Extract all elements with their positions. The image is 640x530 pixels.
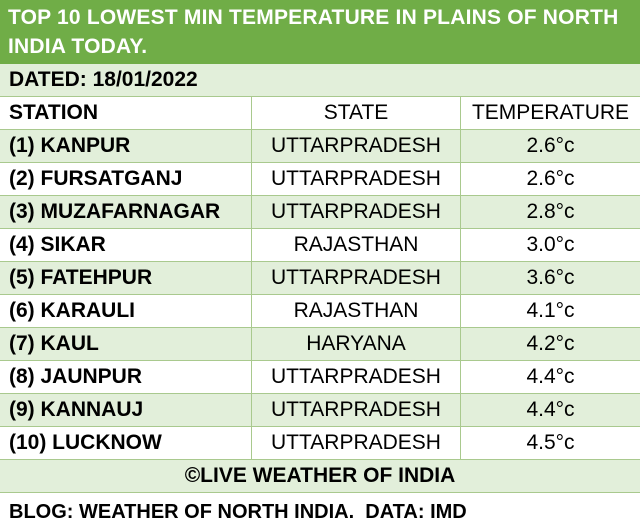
credit-label: ©LIVE WEATHER OF INDIA bbox=[184, 464, 456, 487]
station-cell: (5) FATEHPUR bbox=[0, 262, 252, 294]
table-row: (6) KARAULI RAJASTHAN 4.1°c bbox=[0, 295, 640, 328]
table-row: (7) KAUL HARYANA 4.2°c bbox=[0, 328, 640, 361]
state-cell: HARYANA bbox=[252, 328, 461, 360]
station-cell: (2) FURSATGANJ bbox=[0, 163, 252, 195]
station-cell: (8) JAUNPUR bbox=[0, 361, 252, 393]
station-cell: (1) KANPUR bbox=[0, 130, 252, 162]
table-row: (8) JAUNPUR UTTARPRADESH 4.4°c bbox=[0, 361, 640, 394]
temperature-cell: 3.0°c bbox=[526, 233, 575, 256]
temperature-cell: 4.2°c bbox=[526, 332, 575, 355]
station-cell: (10) LUCKNOW bbox=[0, 427, 252, 459]
state-cell: UTTARPRADESH bbox=[252, 427, 461, 459]
table-row: (2) FURSATGANJ UTTARPRADESH 2.6°c bbox=[0, 163, 640, 196]
footer-row: BLOG: WEATHER OF NORTH INDIA. DATA: IMD bbox=[0, 494, 640, 530]
station-cell: (3) MUZAFARNAGAR bbox=[0, 196, 252, 228]
footer-label: BLOG: WEATHER OF NORTH INDIA. DATA: IMD bbox=[9, 500, 467, 523]
state-cell: UTTARPRADESH bbox=[252, 361, 461, 393]
station-cell: (6) KARAULI bbox=[0, 295, 252, 327]
dated-row: DATED: 18/01/2022 bbox=[0, 64, 640, 97]
temperature-cell: 4.1°c bbox=[526, 299, 575, 322]
temperature-cell: 2.6°c bbox=[526, 167, 575, 190]
temperature-cell: 2.8°c bbox=[526, 200, 575, 223]
table-row: (1) KANPUR UTTARPRADESH 2.6°c bbox=[0, 130, 640, 163]
state-cell: UTTARPRADESH bbox=[252, 130, 461, 162]
temperature-cell: 3.6°c bbox=[526, 266, 575, 289]
station-cell: (4) SIKAR bbox=[0, 229, 252, 261]
temperature-cell: 4.5°c bbox=[526, 431, 575, 454]
table-row: (4) SIKAR RAJASTHAN 3.0°c bbox=[0, 229, 640, 262]
state-cell: RAJASTHAN bbox=[252, 229, 461, 261]
temperature-cell: 4.4°c bbox=[526, 365, 575, 388]
temperature-cell: 4.4°c bbox=[526, 398, 575, 421]
credit-row: ©LIVE WEATHER OF INDIA bbox=[0, 460, 640, 493]
station-cell: (7) KAUL bbox=[0, 328, 252, 360]
temperature-cell: 2.6°c bbox=[526, 134, 575, 157]
table-title: TOP 10 LOWEST MIN TEMPERATURE IN PLAINS … bbox=[0, 0, 640, 64]
table-row: (9) KANNAUJ UTTARPRADESH 4.4°c bbox=[0, 394, 640, 427]
table-row: (3) MUZAFARNAGAR UTTARPRADESH 2.8°c bbox=[0, 196, 640, 229]
station-cell: (9) KANNAUJ bbox=[0, 394, 252, 426]
state-cell: UTTARPRADESH bbox=[252, 196, 461, 228]
header-state: STATE bbox=[252, 97, 461, 129]
state-cell: UTTARPRADESH bbox=[252, 394, 461, 426]
table-row: (10) LUCKNOW UTTARPRADESH 4.5°c bbox=[0, 427, 640, 460]
state-cell: UTTARPRADESH bbox=[252, 262, 461, 294]
header-row: STATION STATE TEMPERATURE bbox=[0, 97, 640, 130]
state-cell: UTTARPRADESH bbox=[252, 163, 461, 195]
header-station: STATION bbox=[0, 97, 252, 129]
state-cell: RAJASTHAN bbox=[252, 295, 461, 327]
header-temperature: TEMPERATURE bbox=[471, 101, 630, 124]
dated-label: DATED: 18/01/2022 bbox=[9, 68, 198, 91]
table-row: (5) FATEHPUR UTTARPRADESH 3.6°c bbox=[0, 262, 640, 295]
